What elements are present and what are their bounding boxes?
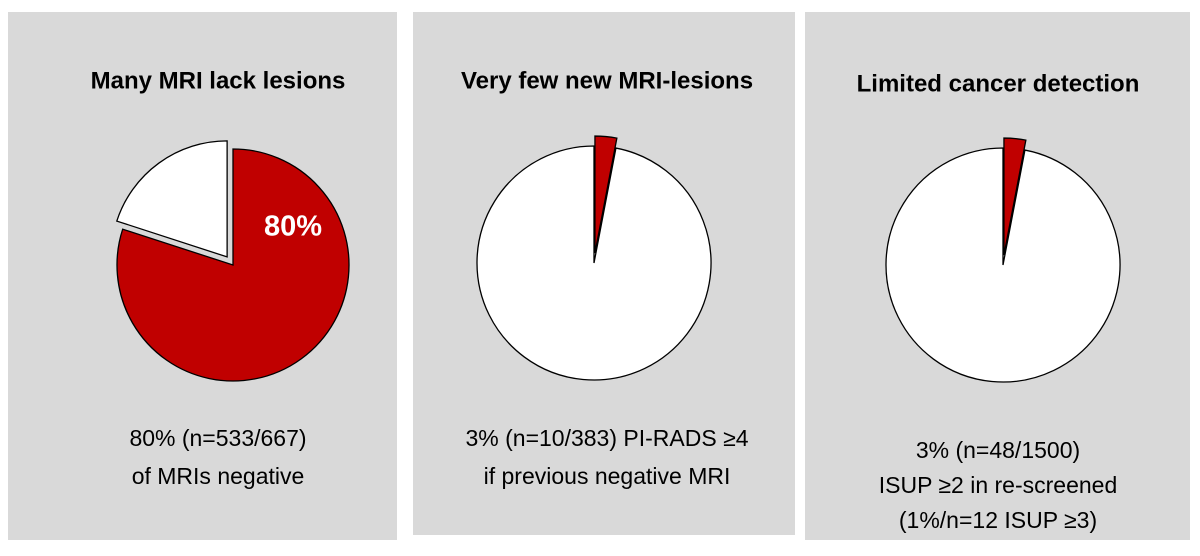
caption: if previous negative MRI [484, 463, 731, 489]
caption: 3% (n=48/1500) [916, 437, 1080, 463]
chart-title: Very few new MRI-lesions [461, 67, 753, 94]
chart-title: Many MRI lack lesions [91, 67, 346, 94]
pie-slice [476, 145, 712, 381]
value-label: 3% [617, 211, 659, 243]
pie-slice [1003, 137, 1027, 256]
caption: 80% (n=533/667) [129, 425, 306, 451]
pie-slice [594, 135, 618, 254]
pie-slice [885, 147, 1121, 383]
pie-slice [115, 140, 228, 258]
chart-title: Limited cancer detection [857, 70, 1140, 97]
pie-slice [116, 148, 350, 382]
caption: of MRIs negative [132, 463, 305, 489]
caption: 3% (n=10/383) PI-RADS ≥4 [465, 425, 748, 451]
caption: ISUP ≥2 in re-screened [879, 472, 1117, 498]
caption: (1%/n=12 ISUP ≥3) [899, 507, 1097, 533]
value-label: 3% [1033, 213, 1075, 245]
value-label: 80% [264, 211, 322, 243]
